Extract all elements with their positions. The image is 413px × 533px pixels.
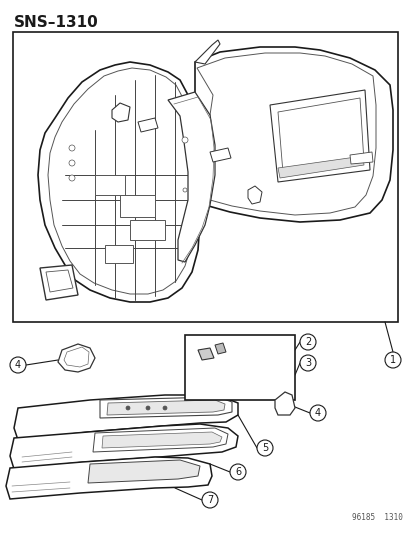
Text: 1: 1 (389, 355, 395, 365)
Polygon shape (40, 265, 78, 300)
Circle shape (309, 405, 325, 421)
Text: 7: 7 (206, 495, 213, 505)
Polygon shape (349, 152, 372, 164)
Text: 5: 5 (261, 443, 268, 453)
Circle shape (183, 188, 187, 192)
Bar (120, 195, 154, 217)
Polygon shape (10, 424, 237, 469)
Polygon shape (64, 347, 89, 367)
Polygon shape (277, 98, 363, 173)
Polygon shape (269, 90, 369, 182)
Circle shape (299, 334, 315, 350)
Polygon shape (107, 400, 224, 415)
Polygon shape (6, 457, 211, 499)
Polygon shape (214, 343, 225, 354)
Circle shape (69, 160, 75, 166)
Text: 3: 3 (304, 358, 310, 368)
Circle shape (384, 352, 400, 368)
Circle shape (182, 137, 188, 143)
Circle shape (256, 440, 272, 456)
Polygon shape (168, 92, 214, 262)
Text: 6: 6 (234, 467, 240, 477)
Circle shape (146, 406, 150, 410)
Polygon shape (46, 270, 73, 292)
Polygon shape (247, 186, 261, 204)
Polygon shape (38, 62, 199, 302)
Polygon shape (14, 395, 237, 440)
Polygon shape (102, 432, 221, 448)
Polygon shape (48, 68, 192, 294)
Polygon shape (93, 428, 228, 452)
Polygon shape (274, 392, 294, 415)
Circle shape (230, 464, 245, 480)
Polygon shape (58, 344, 95, 372)
Text: 2: 2 (304, 337, 311, 347)
Polygon shape (88, 460, 199, 483)
Circle shape (299, 355, 315, 371)
Polygon shape (209, 148, 230, 162)
Bar (130, 220, 165, 240)
Text: 4: 4 (15, 360, 21, 370)
Circle shape (69, 175, 75, 181)
Circle shape (163, 406, 166, 410)
Bar (185, 335, 294, 400)
Circle shape (10, 357, 26, 373)
Bar (13, 32, 397, 322)
Polygon shape (195, 40, 219, 64)
Bar (95, 175, 125, 195)
Polygon shape (100, 397, 231, 418)
Polygon shape (138, 118, 158, 132)
Polygon shape (197, 53, 375, 215)
Circle shape (202, 492, 218, 508)
Text: 4: 4 (314, 408, 320, 418)
Polygon shape (197, 348, 214, 360)
Text: SNS–1310: SNS–1310 (14, 15, 99, 30)
Polygon shape (277, 156, 363, 178)
Polygon shape (112, 103, 130, 122)
Bar (105, 245, 133, 263)
Polygon shape (182, 47, 392, 222)
Circle shape (126, 406, 130, 410)
Text: 96185  1310: 96185 1310 (351, 513, 402, 522)
Circle shape (69, 145, 75, 151)
